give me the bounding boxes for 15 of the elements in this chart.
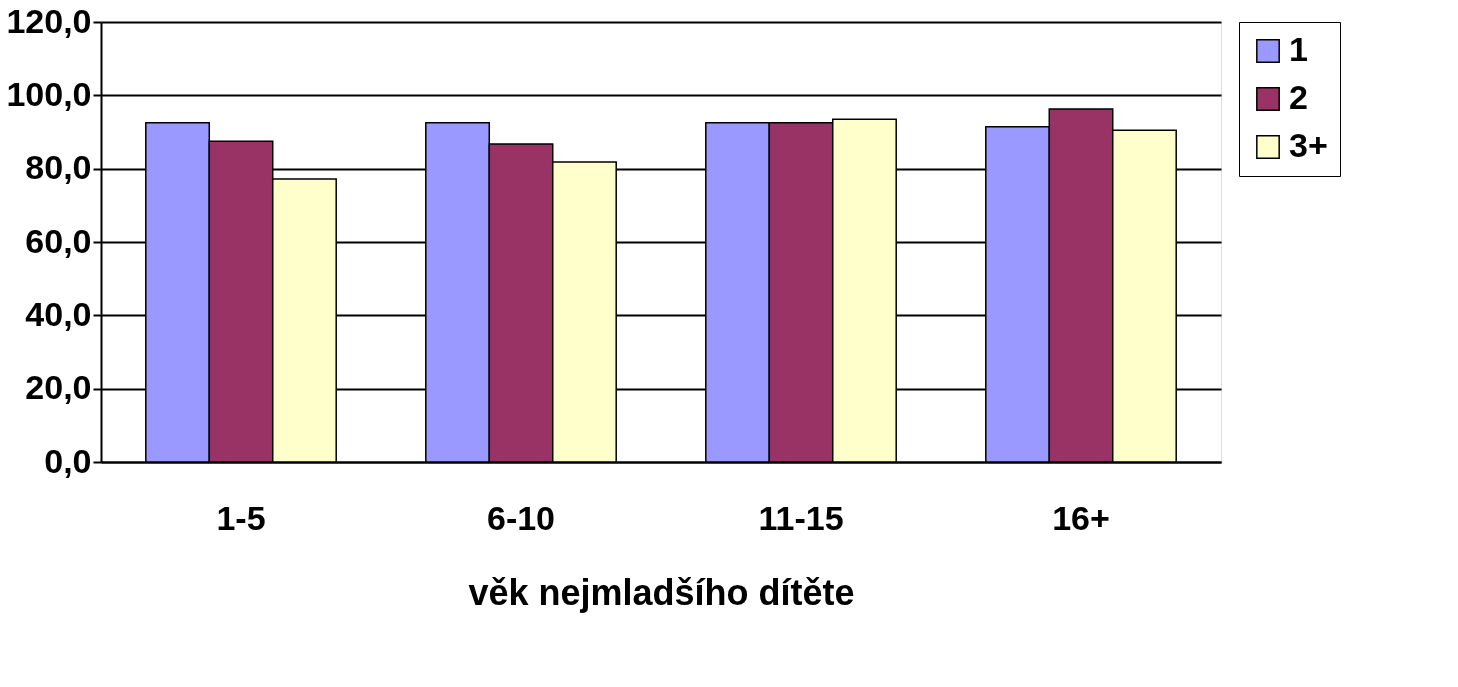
legend-label: 2 [1289, 78, 1308, 116]
x-tick-label: 6-10 [486, 498, 556, 537]
y-tick-label: 60,0 [25, 221, 92, 260]
y-tick-label: 40,0 [25, 294, 92, 333]
legend-label: 1 [1289, 30, 1308, 68]
x-axis-title: věk nejmladšího dítěte [468, 571, 855, 613]
y-tick-label: 120,0 [6, 1, 92, 40]
x-tick-label: 16+ [1052, 498, 1110, 537]
x-tick-label: 11-15 [758, 498, 844, 537]
y-tick-label: 100,0 [6, 74, 92, 113]
legend-label: 3+ [1289, 126, 1328, 164]
x-tick-label: 1-5 [216, 498, 266, 537]
y-tick-label: 80,0 [25, 148, 92, 187]
y-tick-label: 0,0 [44, 441, 92, 480]
y-tick-label: 20,0 [25, 368, 92, 407]
